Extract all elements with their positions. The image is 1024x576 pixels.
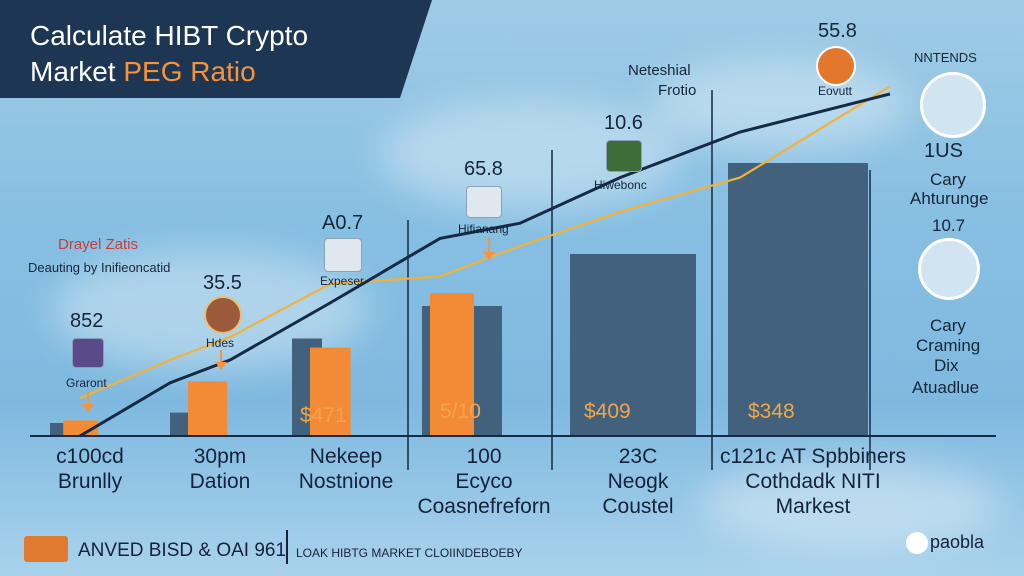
x-tick-line: Coasnefreforn <box>417 495 551 518</box>
x-tick-line: 23C <box>618 445 658 468</box>
x-tick-label: c100cd Brunlly <box>40 444 140 494</box>
callout-value: 65.8 <box>464 158 503 180</box>
cloud <box>700 460 1000 550</box>
x-tick-label: c121c AT Spbbiners Cothdadk NITI Markest <box>708 444 918 519</box>
right-text-1b: Ahturunge <box>910 189 989 208</box>
bar-value-label: $409 <box>584 400 631 423</box>
series-line-dark <box>79 92 891 438</box>
right-text-1a: Cary <box>930 170 966 189</box>
bar-value-label: $348 <box>748 400 795 423</box>
x-tick-line: c121c AT Spbbiners <box>719 445 906 468</box>
x-tick-line: c100cd <box>56 445 124 468</box>
title-banner: Calculate HIBT Crypto Market PEG Ratio <box>0 0 432 98</box>
x-tick-line: Nekeep <box>309 445 383 468</box>
x-tick-line: 30pm <box>193 445 247 468</box>
x-tick-line: Coustel <box>602 495 674 518</box>
title-line-2-text: Market <box>30 56 124 87</box>
x-tick-label: 100 Ecyco Coasnefreforn <box>414 444 554 519</box>
callout-value: 55.8 <box>818 20 857 42</box>
callout-value: 10.6 <box>604 112 643 134</box>
callout-label: Hifianang <box>458 222 509 236</box>
x-tick-line: Dation <box>189 470 251 493</box>
arrow-line <box>87 392 89 404</box>
title-line-2: Market PEG Ratio <box>30 56 256 88</box>
x-tick-line: Cothdadk NITI <box>745 470 881 493</box>
bar-value-label: 5/10 <box>440 400 481 423</box>
top-center-line-2: Frotio <box>658 82 697 99</box>
callout-label: Graront <box>66 376 107 390</box>
right-value-2: 10.7 <box>932 216 966 235</box>
bar-dark <box>570 254 696 436</box>
title-highlight: PEG Ratio <box>123 56 256 87</box>
series-line-gold <box>79 85 891 400</box>
document-stack-icon <box>918 238 980 300</box>
right-text-2d: Atuadlue <box>912 378 980 397</box>
right-value-1: 1US <box>924 140 963 162</box>
right-text-2a: Cary <box>930 316 966 335</box>
legend-subtitle: Deauting by Inifieoncatid <box>28 260 171 275</box>
bar-value-label: $471 <box>300 404 347 427</box>
bar-orange <box>188 381 228 436</box>
arrow-down-icon <box>82 404 94 412</box>
footer-mid-text: LOAK HIBTG MARKET CLOIINDEBOEBY <box>296 546 523 560</box>
callout-label: Eovutt <box>818 84 853 98</box>
x-tick-line: Neogk <box>607 470 669 493</box>
brand-name: paobla <box>930 532 985 552</box>
callout-label: Expeser <box>320 274 365 288</box>
x-tick-line: Markest <box>775 495 851 518</box>
callout-label: Hiwebonc <box>594 178 647 192</box>
callout-value: 852 <box>70 310 104 332</box>
callout-label: Hdes <box>206 336 235 350</box>
right-text-2b: Craming <box>916 336 981 355</box>
dollar-icon <box>816 46 856 86</box>
x-tick-label: 23C Neogk Coustel <box>578 444 698 519</box>
bar-dark <box>728 163 868 436</box>
document-icon <box>324 238 362 272</box>
badge-icon <box>204 296 242 334</box>
callout-value: A0.7 <box>322 212 364 234</box>
legend-title: Drayel Zatis <box>58 236 139 253</box>
right-title: NNTENDS <box>914 50 977 65</box>
brand-logo-icon <box>906 532 928 554</box>
top-center-line-1: Neteshial <box>628 62 691 79</box>
chart-icon <box>72 338 104 368</box>
bar-orange <box>310 347 351 436</box>
x-tick-label: 30pm Dation <box>170 444 270 494</box>
footer-left-text: ANVED BISD & OAI 961 <box>78 540 287 561</box>
x-tick-line: Ecyco <box>455 470 513 493</box>
title-line-1: Calculate HIBT Crypto <box>30 20 309 51</box>
x-tick-line: Brunlly <box>57 470 123 493</box>
callout-value: 35.5 <box>203 272 242 294</box>
x-tick-label: Nekeep Nostnione <box>286 444 406 494</box>
arrow-line <box>220 350 222 362</box>
arrow-line <box>488 238 490 252</box>
people-icon <box>920 72 986 138</box>
flag-icon <box>24 536 68 562</box>
right-text-2c: Dix <box>934 356 959 375</box>
cloud <box>650 60 910 150</box>
arrow-down-icon <box>483 252 495 260</box>
camera-icon <box>466 186 502 218</box>
x-tick-line: 100 <box>466 445 502 468</box>
footer-divider <box>286 530 288 564</box>
flower-icon <box>606 140 642 172</box>
bar-orange <box>430 293 474 436</box>
x-tick-line: Nostnione <box>298 470 394 493</box>
arrow-down-icon <box>215 362 227 370</box>
